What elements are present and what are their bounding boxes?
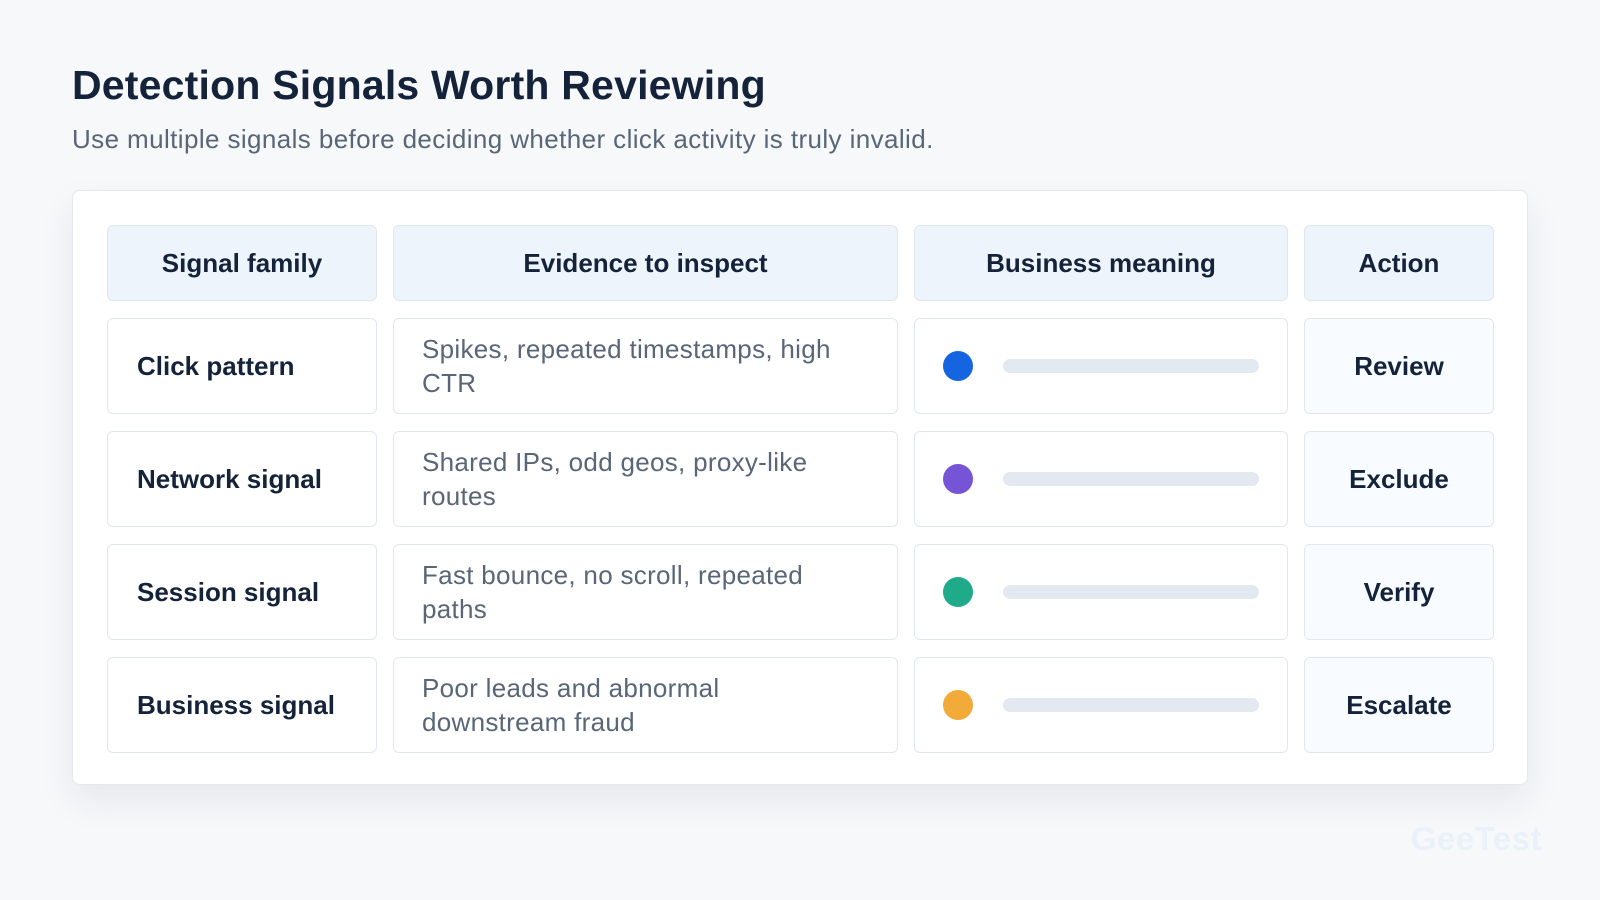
row-network-signal-meaning	[914, 431, 1288, 527]
row-business-signal-evidence: Poor leads and abnormal downstream fraud	[393, 657, 898, 753]
signals-table: Signal family Evidence to inspect Busine…	[107, 225, 1494, 753]
row-business-signal-family: Business signal	[107, 657, 377, 753]
level-bar	[1003, 359, 1259, 373]
row-network-signal-family: Network signal	[107, 431, 377, 527]
level-bar	[1003, 585, 1259, 599]
geetest-watermark-logo: GeeTest	[1410, 820, 1542, 857]
row-network-signal-action: Exclude	[1304, 431, 1494, 527]
header-signal-family: Signal family	[107, 225, 377, 301]
level-bar	[1003, 698, 1259, 712]
status-dot	[943, 351, 973, 381]
row-click-pattern-action: Review	[1304, 318, 1494, 414]
status-dot	[943, 577, 973, 607]
page-title: Detection Signals Worth Reviewing	[72, 62, 766, 108]
header-action: Action	[1304, 225, 1494, 301]
header-business-meaning: Business meaning	[914, 225, 1288, 301]
row-click-pattern-evidence: Spikes, repeated timestamps, high CTR	[393, 318, 898, 414]
status-dot	[943, 690, 973, 720]
row-session-signal-action: Verify	[1304, 544, 1494, 640]
row-business-signal-action: Escalate	[1304, 657, 1494, 753]
row-session-signal-evidence: Fast bounce, no scroll, repeated paths	[393, 544, 898, 640]
row-session-signal-meaning	[914, 544, 1288, 640]
row-business-signal-meaning	[914, 657, 1288, 753]
status-dot	[943, 464, 973, 494]
page-subtitle: Use multiple signals before deciding whe…	[72, 124, 934, 154]
signals-card: Signal family Evidence to inspect Busine…	[72, 190, 1528, 785]
row-network-signal-evidence: Shared IPs, odd geos, proxy-like routes	[393, 431, 898, 527]
level-bar	[1003, 472, 1259, 486]
row-session-signal-family: Session signal	[107, 544, 377, 640]
header-evidence: Evidence to inspect	[393, 225, 898, 301]
row-click-pattern-meaning	[914, 318, 1288, 414]
row-click-pattern-family: Click pattern	[107, 318, 377, 414]
